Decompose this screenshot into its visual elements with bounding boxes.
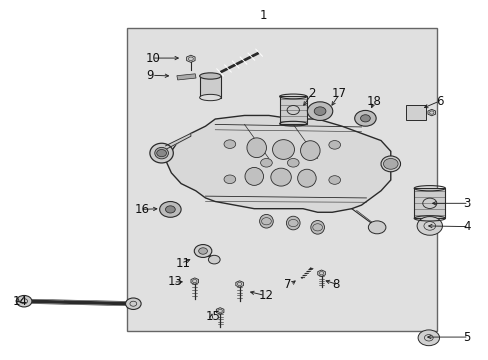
Circle shape	[194, 244, 211, 257]
Ellipse shape	[150, 143, 173, 163]
Ellipse shape	[297, 169, 316, 187]
Circle shape	[314, 107, 325, 116]
Circle shape	[383, 158, 397, 169]
Ellipse shape	[380, 156, 400, 172]
Bar	[127, 28, 436, 330]
Polygon shape	[165, 134, 190, 149]
Polygon shape	[166, 116, 390, 212]
Ellipse shape	[246, 138, 266, 158]
Polygon shape	[216, 308, 224, 314]
Text: 6: 6	[435, 95, 443, 108]
Bar	[406, 105, 425, 121]
Ellipse shape	[272, 140, 294, 159]
Text: 2: 2	[307, 87, 315, 100]
Circle shape	[416, 217, 442, 235]
Circle shape	[354, 111, 375, 126]
Text: 7: 7	[284, 278, 291, 291]
Text: 17: 17	[331, 87, 346, 100]
Circle shape	[328, 140, 340, 149]
Circle shape	[157, 149, 166, 157]
Text: 9: 9	[146, 69, 153, 82]
Circle shape	[260, 158, 272, 167]
Ellipse shape	[244, 167, 263, 185]
Text: 16: 16	[135, 203, 149, 216]
Polygon shape	[191, 278, 198, 284]
Circle shape	[417, 330, 439, 346]
Bar	[177, 74, 196, 80]
Ellipse shape	[310, 221, 324, 234]
Polygon shape	[186, 55, 195, 62]
Ellipse shape	[286, 216, 300, 230]
Bar	[279, 96, 306, 124]
Polygon shape	[427, 109, 435, 116]
Text: 10: 10	[146, 51, 161, 64]
Polygon shape	[317, 270, 325, 276]
Ellipse shape	[270, 168, 291, 186]
Circle shape	[307, 102, 332, 121]
Circle shape	[165, 206, 175, 213]
Text: 11: 11	[175, 257, 190, 270]
Text: 5: 5	[462, 330, 469, 343]
Circle shape	[360, 115, 369, 122]
Text: 8: 8	[331, 278, 339, 291]
Circle shape	[16, 296, 32, 307]
Ellipse shape	[155, 147, 168, 159]
Ellipse shape	[199, 94, 221, 101]
Text: 13: 13	[167, 275, 182, 288]
Polygon shape	[235, 281, 243, 287]
Circle shape	[224, 175, 235, 184]
Circle shape	[224, 140, 235, 148]
Ellipse shape	[259, 215, 273, 228]
Text: 14: 14	[12, 296, 27, 309]
Bar	[413, 188, 445, 219]
Text: 1: 1	[259, 9, 266, 22]
Circle shape	[125, 298, 141, 310]
Text: 18: 18	[366, 95, 380, 108]
Circle shape	[328, 176, 340, 184]
Circle shape	[208, 255, 220, 264]
Circle shape	[287, 158, 299, 167]
Circle shape	[159, 202, 181, 217]
Text: 4: 4	[462, 220, 469, 233]
Ellipse shape	[199, 73, 221, 79]
Text: 15: 15	[205, 310, 220, 324]
Circle shape	[198, 248, 207, 254]
Text: 3: 3	[462, 197, 469, 210]
Bar	[199, 76, 221, 98]
Circle shape	[367, 221, 385, 234]
Ellipse shape	[300, 141, 320, 161]
Text: 12: 12	[259, 289, 274, 302]
